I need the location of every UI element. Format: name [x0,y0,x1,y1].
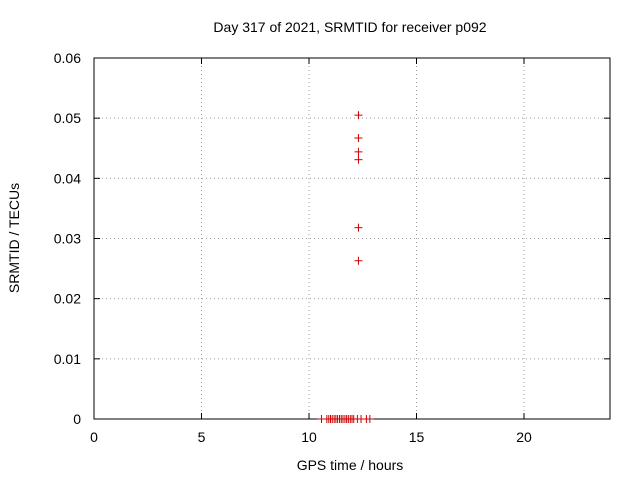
y-tick-label: 0.05 [54,110,81,126]
x-tick-label: 15 [409,429,425,445]
x-axis-label: GPS time / hours [297,457,404,473]
data-point [354,111,363,120]
plot-frame [93,57,611,420]
data-point [354,256,363,265]
y-axis-label: SRMTID / TECUs [6,183,22,293]
x-tick-label: 5 [198,429,206,445]
x-tick-label: 20 [516,429,532,445]
y-tick-label: 0.04 [54,170,81,186]
y-tick-label: 0.03 [54,231,81,247]
data-points [317,111,374,423]
grid-lines [94,58,610,419]
chart-title: Day 317 of 2021, SRMTID for receiver p09… [213,19,486,35]
y-tick-label: 0.02 [54,291,81,307]
x-tick-label: 0 [90,429,98,445]
y-tick-label: 0 [73,411,81,427]
x-tick-label: 10 [301,429,317,445]
data-point [354,147,363,156]
x-axis-tick-labels: 0 5 10 15 20 [90,429,532,445]
data-point [354,223,363,232]
y-tick-label: 0.01 [54,351,81,367]
data-point [365,415,374,423]
axis-ticks [93,57,610,420]
data-point [354,134,363,143]
data-point [354,155,363,164]
y-tick-label: 0.06 [54,50,81,66]
y-axis-tick-labels: 0 0.01 0.02 0.03 0.04 0.05 0.06 [54,50,81,427]
